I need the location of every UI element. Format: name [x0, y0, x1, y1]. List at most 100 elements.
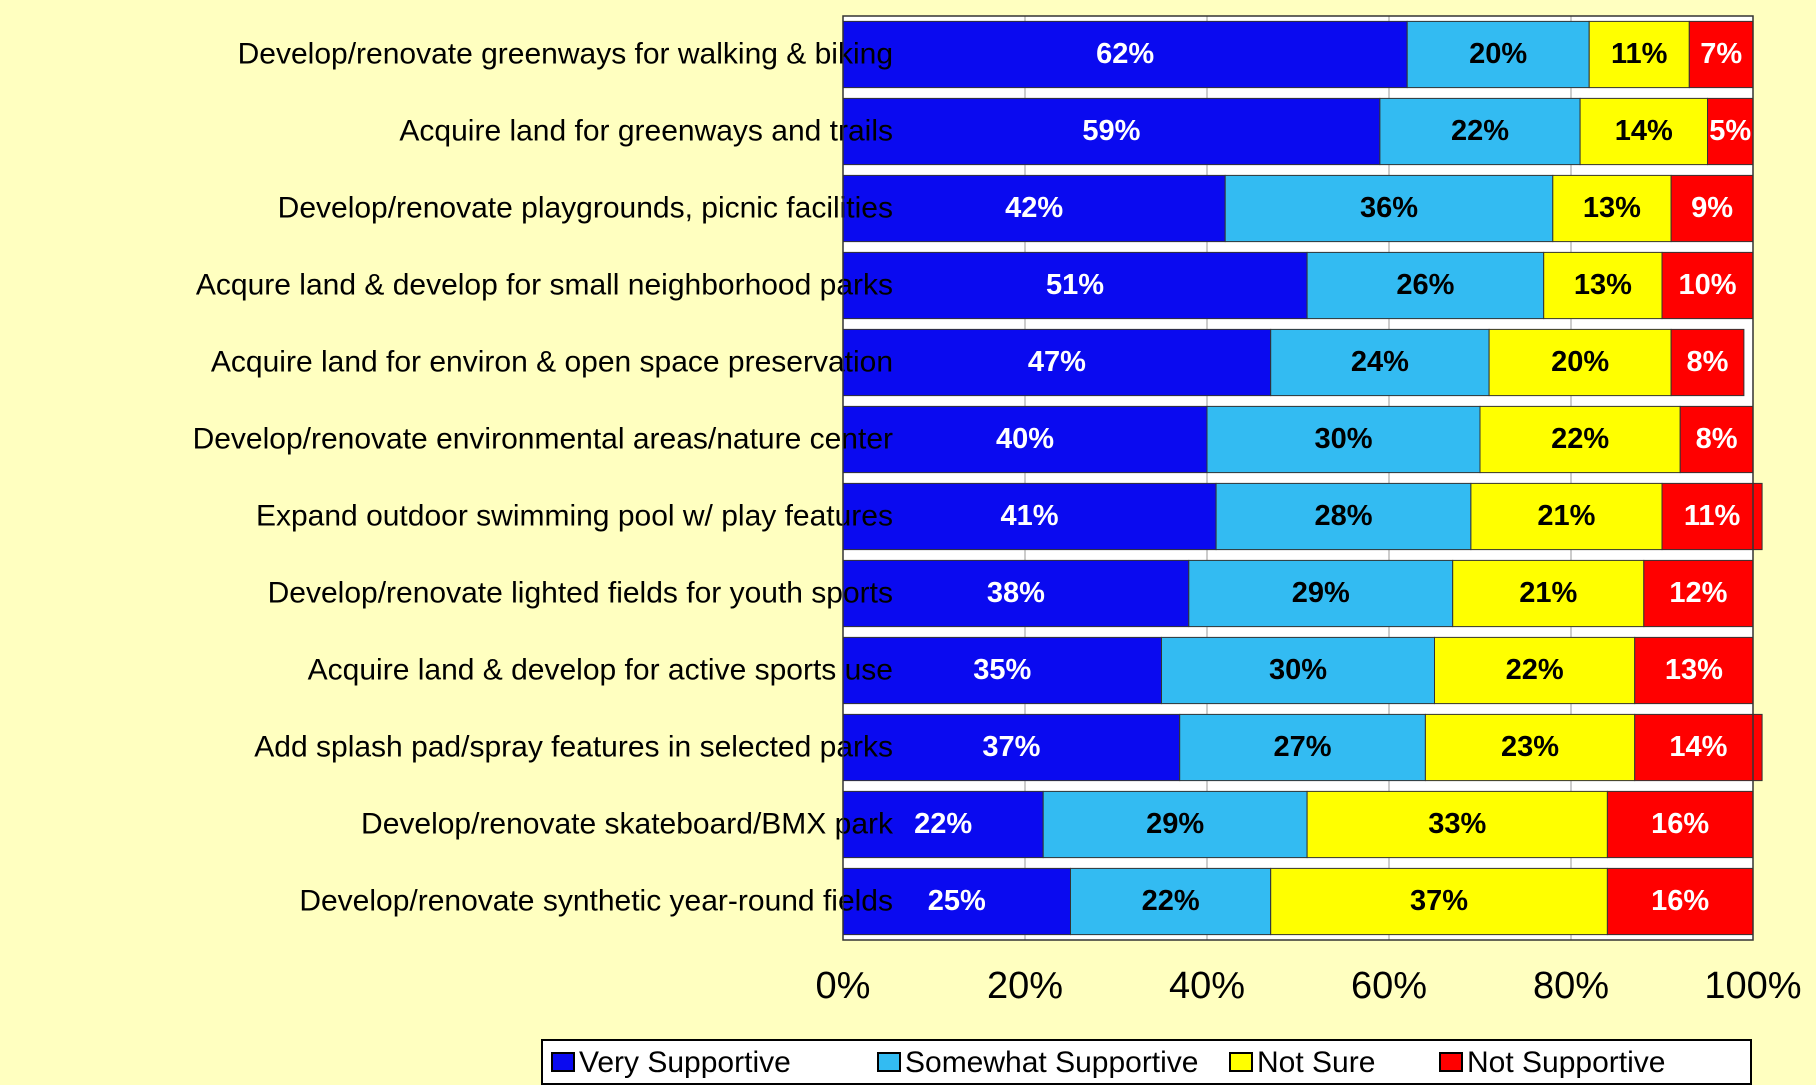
data-label: 36% — [1360, 192, 1418, 224]
bar-segment — [1161, 636, 1435, 705]
data-label: 8% — [1687, 346, 1729, 378]
bar-segment — [1688, 20, 1754, 89]
bar-segment — [1488, 328, 1672, 397]
data-label: 47% — [1028, 346, 1086, 378]
bar-segment — [1215, 482, 1472, 551]
bar-segment — [1579, 97, 1708, 166]
bar-segment — [1206, 405, 1481, 474]
bar-segment — [842, 790, 1044, 859]
data-label: 12% — [1669, 577, 1727, 609]
data-label: 8% — [1696, 423, 1738, 455]
bar-segment — [842, 405, 1208, 474]
data-label: 11% — [1684, 500, 1741, 532]
data-label: 5% — [1709, 115, 1751, 147]
data-label: 26% — [1396, 269, 1454, 301]
data-label: 30% — [1269, 654, 1327, 686]
bar-segment — [1479, 405, 1681, 474]
x-tick-label: 40% — [1169, 965, 1245, 1007]
legend-swatch — [1439, 1052, 1463, 1072]
category-label: Develop/renovate synthetic year-round fi… — [299, 884, 893, 917]
x-tick-label: 0% — [816, 965, 871, 1007]
legend-label: Somewhat Supportive — [905, 1046, 1199, 1079]
bar-segment — [1452, 559, 1645, 628]
bar-segment — [1470, 482, 1663, 551]
category-label: Develop/renovate greenways for walking &… — [238, 37, 893, 70]
data-label: 16% — [1651, 808, 1709, 840]
data-label: 29% — [1146, 808, 1204, 840]
bar-segment — [1042, 790, 1308, 859]
bar-segment — [1661, 251, 1754, 320]
bar-segment — [1634, 636, 1754, 705]
data-label: 22% — [1451, 115, 1509, 147]
data-label: 30% — [1314, 423, 1372, 455]
bar-segment — [842, 713, 1181, 782]
bar-segment — [1606, 867, 1754, 936]
data-label: 25% — [928, 885, 986, 917]
data-label: 13% — [1574, 269, 1632, 301]
x-tick-label: 60% — [1351, 965, 1427, 1007]
bar-segment — [1306, 790, 1608, 859]
bar-segment — [842, 251, 1308, 320]
data-label: 14% — [1669, 731, 1727, 763]
category-label: Add splash pad/spray features in selecte… — [254, 730, 893, 763]
data-label: 41% — [1001, 500, 1059, 532]
data-label: 24% — [1351, 346, 1409, 378]
data-label: 62% — [1096, 38, 1154, 70]
data-label: 10% — [1678, 269, 1736, 301]
bar-segment — [1643, 559, 1754, 628]
data-label: 21% — [1537, 500, 1595, 532]
legend: Very Supportive Somewhat Supportive Not Su… — [541, 1039, 1752, 1085]
bar-segment — [842, 328, 1272, 397]
bar-segment — [842, 97, 1381, 166]
bar-segment — [1588, 20, 1690, 89]
category-label: Acquire land for greenways and trails — [399, 114, 893, 147]
category-label: Acquire land for environ & open space pr… — [211, 345, 893, 378]
plot-border — [842, 15, 1754, 941]
category-label: Develop/renovate skateboard/BMX park — [361, 807, 894, 840]
bar-segment — [1306, 251, 1545, 320]
data-label: 42% — [1005, 192, 1063, 224]
data-label: 14% — [1615, 115, 1673, 147]
bar-segment — [1434, 636, 1636, 705]
bar-segment — [1406, 20, 1590, 89]
data-label: 38% — [987, 577, 1045, 609]
data-label: 21% — [1519, 577, 1577, 609]
bar-segment — [842, 636, 1162, 705]
data-label: 22% — [914, 808, 972, 840]
bar-segment — [1070, 867, 1272, 936]
bar-segment — [842, 482, 1217, 551]
category-label: Acqure land & develop for small neighbor… — [196, 268, 893, 301]
bar-segment — [1707, 97, 1754, 166]
legend-swatch — [877, 1052, 901, 1072]
data-label: 13% — [1665, 654, 1723, 686]
plot-area — [843, 16, 1753, 940]
legend-swatch — [1229, 1052, 1253, 1072]
category-label: Develop/renovate environmental areas/nat… — [193, 422, 893, 455]
x-tick-label: 100% — [1704, 965, 1801, 1007]
bar-segment — [1270, 867, 1608, 936]
data-label: 23% — [1501, 731, 1559, 763]
bar-segment — [1188, 559, 1454, 628]
bar-segment — [1179, 713, 1426, 782]
data-label: 35% — [973, 654, 1031, 686]
data-label: 22% — [1142, 885, 1200, 917]
bar-segment — [1552, 174, 1672, 243]
data-label: 22% — [1551, 423, 1609, 455]
bar-segment — [1670, 328, 1745, 397]
data-label: 28% — [1314, 500, 1372, 532]
x-tick-label: 20% — [987, 965, 1063, 1007]
bar-segment — [1606, 790, 1754, 859]
legend-swatch — [551, 1052, 575, 1072]
data-label: 40% — [996, 423, 1054, 455]
bar-segment — [1424, 713, 1636, 782]
category-label: Acquire land & develop for active sports… — [308, 653, 893, 686]
data-label: 13% — [1583, 192, 1641, 224]
category-label: Develop/renovate playgrounds, picnic fac… — [278, 191, 893, 224]
category-label: Develop/renovate lighted fields for yout… — [268, 576, 893, 609]
data-label: 20% — [1469, 38, 1527, 70]
bar-segment — [1543, 251, 1663, 320]
data-label: 16% — [1651, 885, 1709, 917]
data-label: 37% — [1410, 885, 1468, 917]
data-label: 29% — [1292, 577, 1350, 609]
